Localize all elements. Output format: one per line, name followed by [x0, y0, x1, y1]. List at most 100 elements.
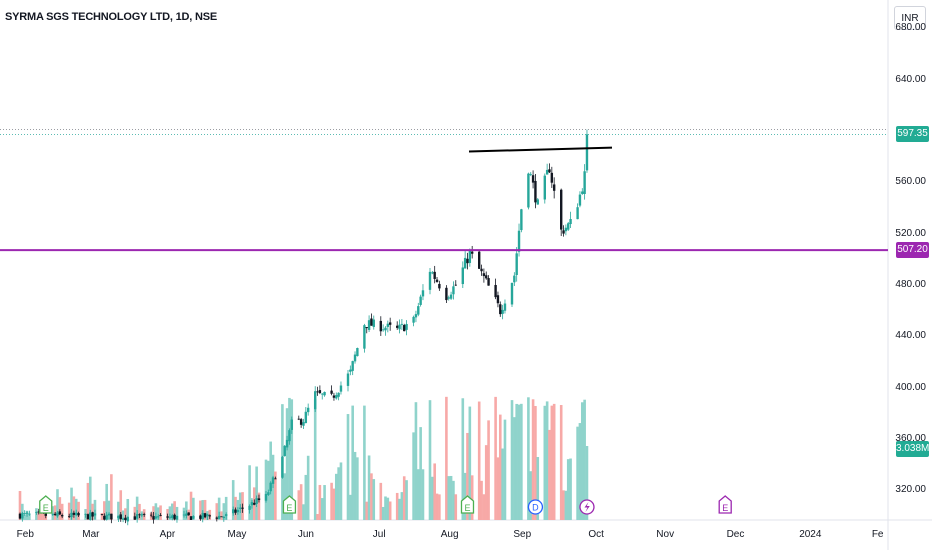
- volume-bar: [388, 501, 392, 520]
- candle-body: [58, 511, 62, 515]
- volume-bar: [402, 476, 406, 520]
- candle-body: [564, 227, 568, 232]
- candle-body: [372, 319, 375, 327]
- price-tick-label: 680.00: [895, 22, 926, 34]
- candle-body: [567, 223, 570, 230]
- candle-body: [398, 324, 401, 330]
- volume-bar: [126, 499, 130, 520]
- candle-body: [185, 513, 188, 516]
- volume-bar: [513, 417, 516, 520]
- volume-bar: [86, 482, 90, 520]
- candle-body: [21, 513, 24, 519]
- candle-body: [384, 327, 387, 331]
- candle-body: [18, 513, 22, 519]
- candle-body: [435, 279, 439, 282]
- candle-body: [367, 320, 371, 330]
- last-price-tag: 597.35: [896, 126, 929, 143]
- volume-bar: [58, 497, 62, 520]
- candle-body: [72, 512, 76, 515]
- volume-bar: [189, 491, 193, 520]
- candle-body: [25, 512, 29, 514]
- volume-bar: [154, 503, 158, 520]
- candle-body: [501, 309, 504, 314]
- candle-body: [468, 250, 472, 263]
- volume-bar: [466, 432, 469, 520]
- volume-bar: [363, 405, 366, 520]
- candle-body: [466, 258, 469, 264]
- volume-bar: [416, 469, 420, 520]
- candle-body: [478, 251, 481, 269]
- candle-body: [281, 456, 284, 478]
- candle-body: [93, 513, 97, 516]
- candle-body: [239, 507, 242, 509]
- volume-bar: [496, 457, 500, 520]
- candle-body: [215, 517, 218, 519]
- candle-body: [157, 516, 160, 518]
- candle-body: [356, 348, 359, 357]
- time-tick-label: 2024: [799, 529, 822, 540]
- candle-body: [316, 391, 319, 393]
- candle-body: [379, 320, 382, 332]
- volume-bar: [60, 503, 64, 520]
- volume-bar: [529, 471, 533, 520]
- candle-body: [346, 373, 350, 386]
- currency-button[interactable]: INR: [894, 6, 926, 30]
- volume-bar: [248, 465, 251, 520]
- volume-bar: [159, 505, 162, 520]
- volume-bar: [124, 508, 127, 520]
- volume-bar: [564, 490, 568, 520]
- candle-body: [241, 507, 244, 509]
- volume-bar: [585, 446, 589, 520]
- candle-body: [428, 271, 432, 290]
- volume-bar: [372, 479, 376, 520]
- candle-body: [302, 422, 305, 426]
- volume-bar: [349, 494, 352, 520]
- candle-body: [37, 511, 40, 513]
- candle-body: [285, 439, 289, 448]
- candle-body: [173, 514, 176, 520]
- time-tick-label: Dec: [726, 529, 745, 540]
- volume-bar: [398, 498, 401, 520]
- volume-bar: [412, 432, 415, 520]
- volume-bar: [117, 501, 120, 520]
- volume-bar: [454, 494, 458, 520]
- volume-bar: [536, 457, 540, 520]
- candle-body: [552, 184, 556, 191]
- volume-bar: [250, 499, 254, 520]
- candle-body: [576, 207, 579, 220]
- volume-bar: [51, 506, 55, 520]
- volume-bar: [452, 480, 455, 520]
- volume-bar: [438, 494, 441, 520]
- volume-bar: [569, 458, 572, 520]
- candle-body: [543, 175, 546, 200]
- volume-bar: [435, 493, 439, 520]
- candle-body: [381, 329, 385, 331]
- volume-bar: [28, 513, 31, 520]
- candle-body: [520, 209, 523, 231]
- time-tick-label: Jul: [372, 529, 386, 540]
- volume-bar: [351, 405, 354, 520]
- candle-body: [461, 267, 464, 285]
- candle-body: [224, 514, 228, 517]
- volume-bar: [517, 404, 521, 520]
- candle-body: [405, 323, 408, 330]
- volume-bar: [370, 473, 373, 520]
- earnings-icon: E: [464, 503, 470, 513]
- volume-bar: [199, 500, 202, 520]
- candle-body: [107, 513, 111, 516]
- volume-bar: [302, 504, 305, 520]
- candle-body: [503, 303, 507, 311]
- volume-bar: [88, 476, 92, 520]
- candle-body: [166, 516, 169, 518]
- volume-bar: [201, 500, 205, 520]
- volume-bar: [498, 414, 502, 520]
- volume-bar: [313, 399, 317, 520]
- candle-body: [351, 361, 354, 371]
- time-tick-label: Fe: [871, 529, 884, 540]
- candle-body: [192, 516, 195, 519]
- volume-bar: [559, 405, 563, 520]
- candle-body: [271, 477, 275, 484]
- candle-body: [318, 390, 322, 394]
- candle-body: [288, 430, 291, 442]
